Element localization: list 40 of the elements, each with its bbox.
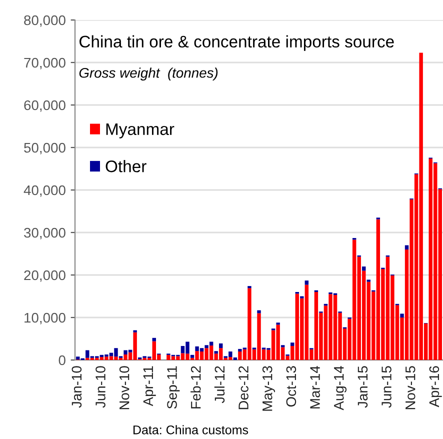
bar (152, 338, 156, 342)
x-tick-label: Nov-10 (119, 366, 130, 410)
bar (257, 310, 261, 314)
bar (219, 343, 223, 348)
legend-label: Other (106, 160, 146, 172)
x-tick-label: Sep-11 (167, 366, 180, 409)
y-tick-label: 40,000 (24, 185, 66, 197)
x-tick-label: Jan-15 (358, 366, 368, 408)
y-tick-label: 20,000 (24, 270, 66, 282)
x-tick-label: Feb-12 (190, 366, 201, 408)
bar (290, 342, 294, 346)
text: Gross weight (tonnes) (79, 68, 218, 81)
text: Data: China customs (134, 425, 248, 434)
y-tick-label: 0 (58, 355, 66, 366)
x-tick-label: Mar-14 (310, 366, 320, 408)
bar (190, 354, 194, 358)
x-tick-label: Dec-12 (238, 366, 248, 410)
legend-label: Myanmar (106, 123, 174, 138)
x-tick-label: Jun-15 (382, 366, 392, 408)
x-tick-label: Jun-10 (96, 366, 106, 408)
x-tick-label: Apr-11 (143, 366, 156, 406)
y-tick-label: 70,000 (24, 58, 66, 70)
y-tick-label: 80,000 (24, 15, 66, 27)
bar (233, 357, 238, 360)
x-tick-label: Jul-12 (214, 366, 225, 404)
bar (214, 351, 218, 354)
bar (400, 314, 404, 318)
x-tick-label: May-13 (262, 366, 276, 411)
text: China tin ore & concentrate imports source (80, 35, 394, 51)
x-tick-label: Jan-10 (72, 366, 82, 408)
y-tick-label: 10,000 (24, 312, 66, 324)
x-tick-label: Apr-16 (429, 366, 442, 408)
x-tick-label: Nov-15 (406, 366, 416, 410)
bar (304, 280, 309, 285)
y-tick-label: 60,000 (24, 100, 66, 112)
x-tick-label: Aug-14 (334, 366, 347, 410)
x-tick-label: Oct-13 (286, 366, 296, 407)
y-tick-label: 30,000 (24, 228, 66, 240)
y-tick-label: 50,000 (24, 142, 66, 154)
bar (362, 266, 366, 271)
